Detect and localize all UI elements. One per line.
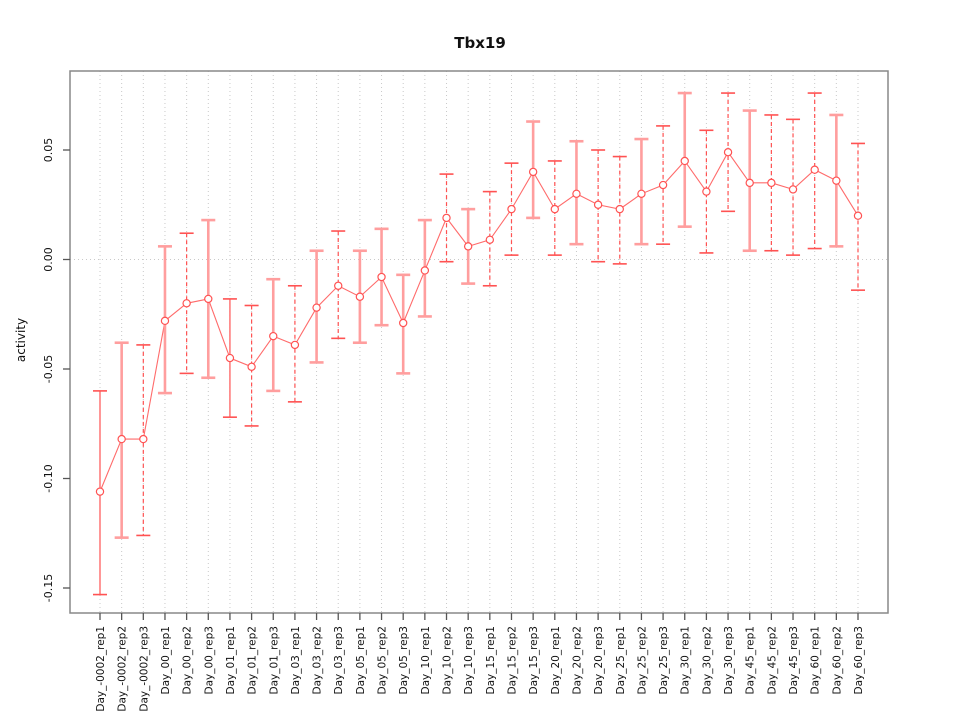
data-point — [615, 204, 624, 214]
plot-area: 0.05 0.00 -0.05 -0.10 -0.15 Day_-0002_rep1 Day… — [42, 70, 889, 712]
chart-title: Tbx19 — [454, 34, 506, 52]
x-tick-label: Day_25_rep3 — [658, 626, 670, 695]
data-point — [117, 434, 126, 444]
x-tick-label: Day_45_rep3 — [788, 626, 800, 695]
x-tick-label: Day_05_rep2 — [377, 626, 389, 695]
x-tick-label: Day_20_rep3 — [593, 626, 605, 695]
x-tick-label: Day_30_rep3 — [723, 626, 735, 695]
data-point — [485, 235, 495, 244]
x-tick-label: Day_15_rep1 — [485, 626, 497, 695]
data-point — [247, 362, 256, 372]
data-point — [810, 165, 819, 174]
x-tick-label: Day_01_rep1 — [225, 626, 237, 695]
data-point — [225, 353, 235, 363]
y-tick-label: -0.05 — [42, 355, 55, 383]
data-point — [745, 178, 754, 188]
x-tick-label: Day_30_rep1 — [680, 626, 692, 695]
data-point — [507, 204, 516, 214]
data-point — [528, 167, 538, 177]
data-point — [182, 299, 191, 308]
x-tick-label: Day_03_rep1 — [290, 626, 302, 695]
x-tick-label: Day_-0002_rep1 — [95, 626, 107, 712]
data-point — [420, 266, 430, 275]
y-tick-label: 0.00 — [42, 247, 55, 272]
x-tick-label: Day_05_rep1 — [355, 626, 367, 695]
data-point — [399, 318, 408, 328]
x-tick-label: Day_25_rep1 — [615, 626, 627, 695]
data-point — [355, 292, 365, 301]
x-tick-label: Day_03_rep2 — [312, 626, 324, 695]
data-point — [853, 211, 863, 220]
x-tick-label: Day_00_rep3 — [203, 626, 215, 695]
x-tick-label: Day_20_rep1 — [550, 626, 562, 695]
x-tick-label: Day_60_rep2 — [831, 626, 843, 695]
data-point — [334, 281, 343, 290]
x-tick-label: Day_00_rep2 — [182, 626, 194, 695]
x-tick-label: Day_15_rep2 — [506, 626, 518, 695]
data-point — [658, 180, 668, 190]
data-point — [680, 156, 689, 166]
x-tick-label: Day_60_rep1 — [810, 626, 822, 695]
data-point — [312, 303, 321, 312]
x-tick-label: Day_01_rep2 — [247, 626, 259, 695]
data-point — [723, 147, 733, 157]
x-tick-label: Day_-0002_rep3 — [138, 626, 150, 712]
y-axis-label: activity — [14, 318, 28, 362]
series-line — [99, 151, 859, 492]
plot-box — [69, 70, 889, 614]
data-point — [572, 189, 581, 198]
x-tick-label: Day_20_rep2 — [571, 626, 583, 695]
x-tick-label: Day_01_rep3 — [268, 626, 280, 695]
data-point — [788, 185, 798, 194]
x-tick-label: Day_30_rep2 — [701, 626, 713, 695]
x-tick-label: Day_00_rep1 — [160, 626, 172, 695]
data-point — [767, 178, 776, 188]
data-point — [463, 242, 473, 251]
x-tick-label: Day_03_rep3 — [333, 626, 345, 695]
y-tick-label: 0.05 — [42, 138, 55, 163]
data-point — [290, 340, 300, 350]
data-point — [442, 213, 451, 223]
y-tick-label: -0.10 — [42, 464, 55, 492]
x-tick-label: Day_10_rep2 — [442, 626, 454, 695]
x-tick-label: Day_45_rep1 — [745, 626, 757, 695]
data-point — [160, 316, 170, 326]
data-point — [204, 294, 213, 304]
data-point — [550, 204, 560, 214]
data-point — [377, 272, 386, 282]
data-point — [593, 200, 603, 209]
data-point — [95, 487, 105, 496]
x-tick-label: Day_10_rep1 — [420, 626, 432, 695]
data-point — [702, 187, 711, 196]
y-tick-label: -0.15 — [42, 574, 55, 602]
data-point — [637, 189, 646, 198]
x-tick-label: Day_60_rep3 — [853, 626, 865, 695]
x-tick-label: Day_25_rep2 — [636, 626, 648, 695]
data-point — [832, 176, 841, 185]
data-point — [269, 331, 278, 341]
x-tick-label: Day_05_rep3 — [398, 626, 410, 695]
x-tick-label: Day_10_rep3 — [463, 626, 475, 695]
data-point — [139, 434, 148, 444]
x-tick-label: Day_-0002_rep2 — [117, 626, 129, 712]
x-tick-label: Day_15_rep3 — [528, 626, 540, 695]
x-tick-label: Day_45_rep2 — [766, 626, 778, 695]
